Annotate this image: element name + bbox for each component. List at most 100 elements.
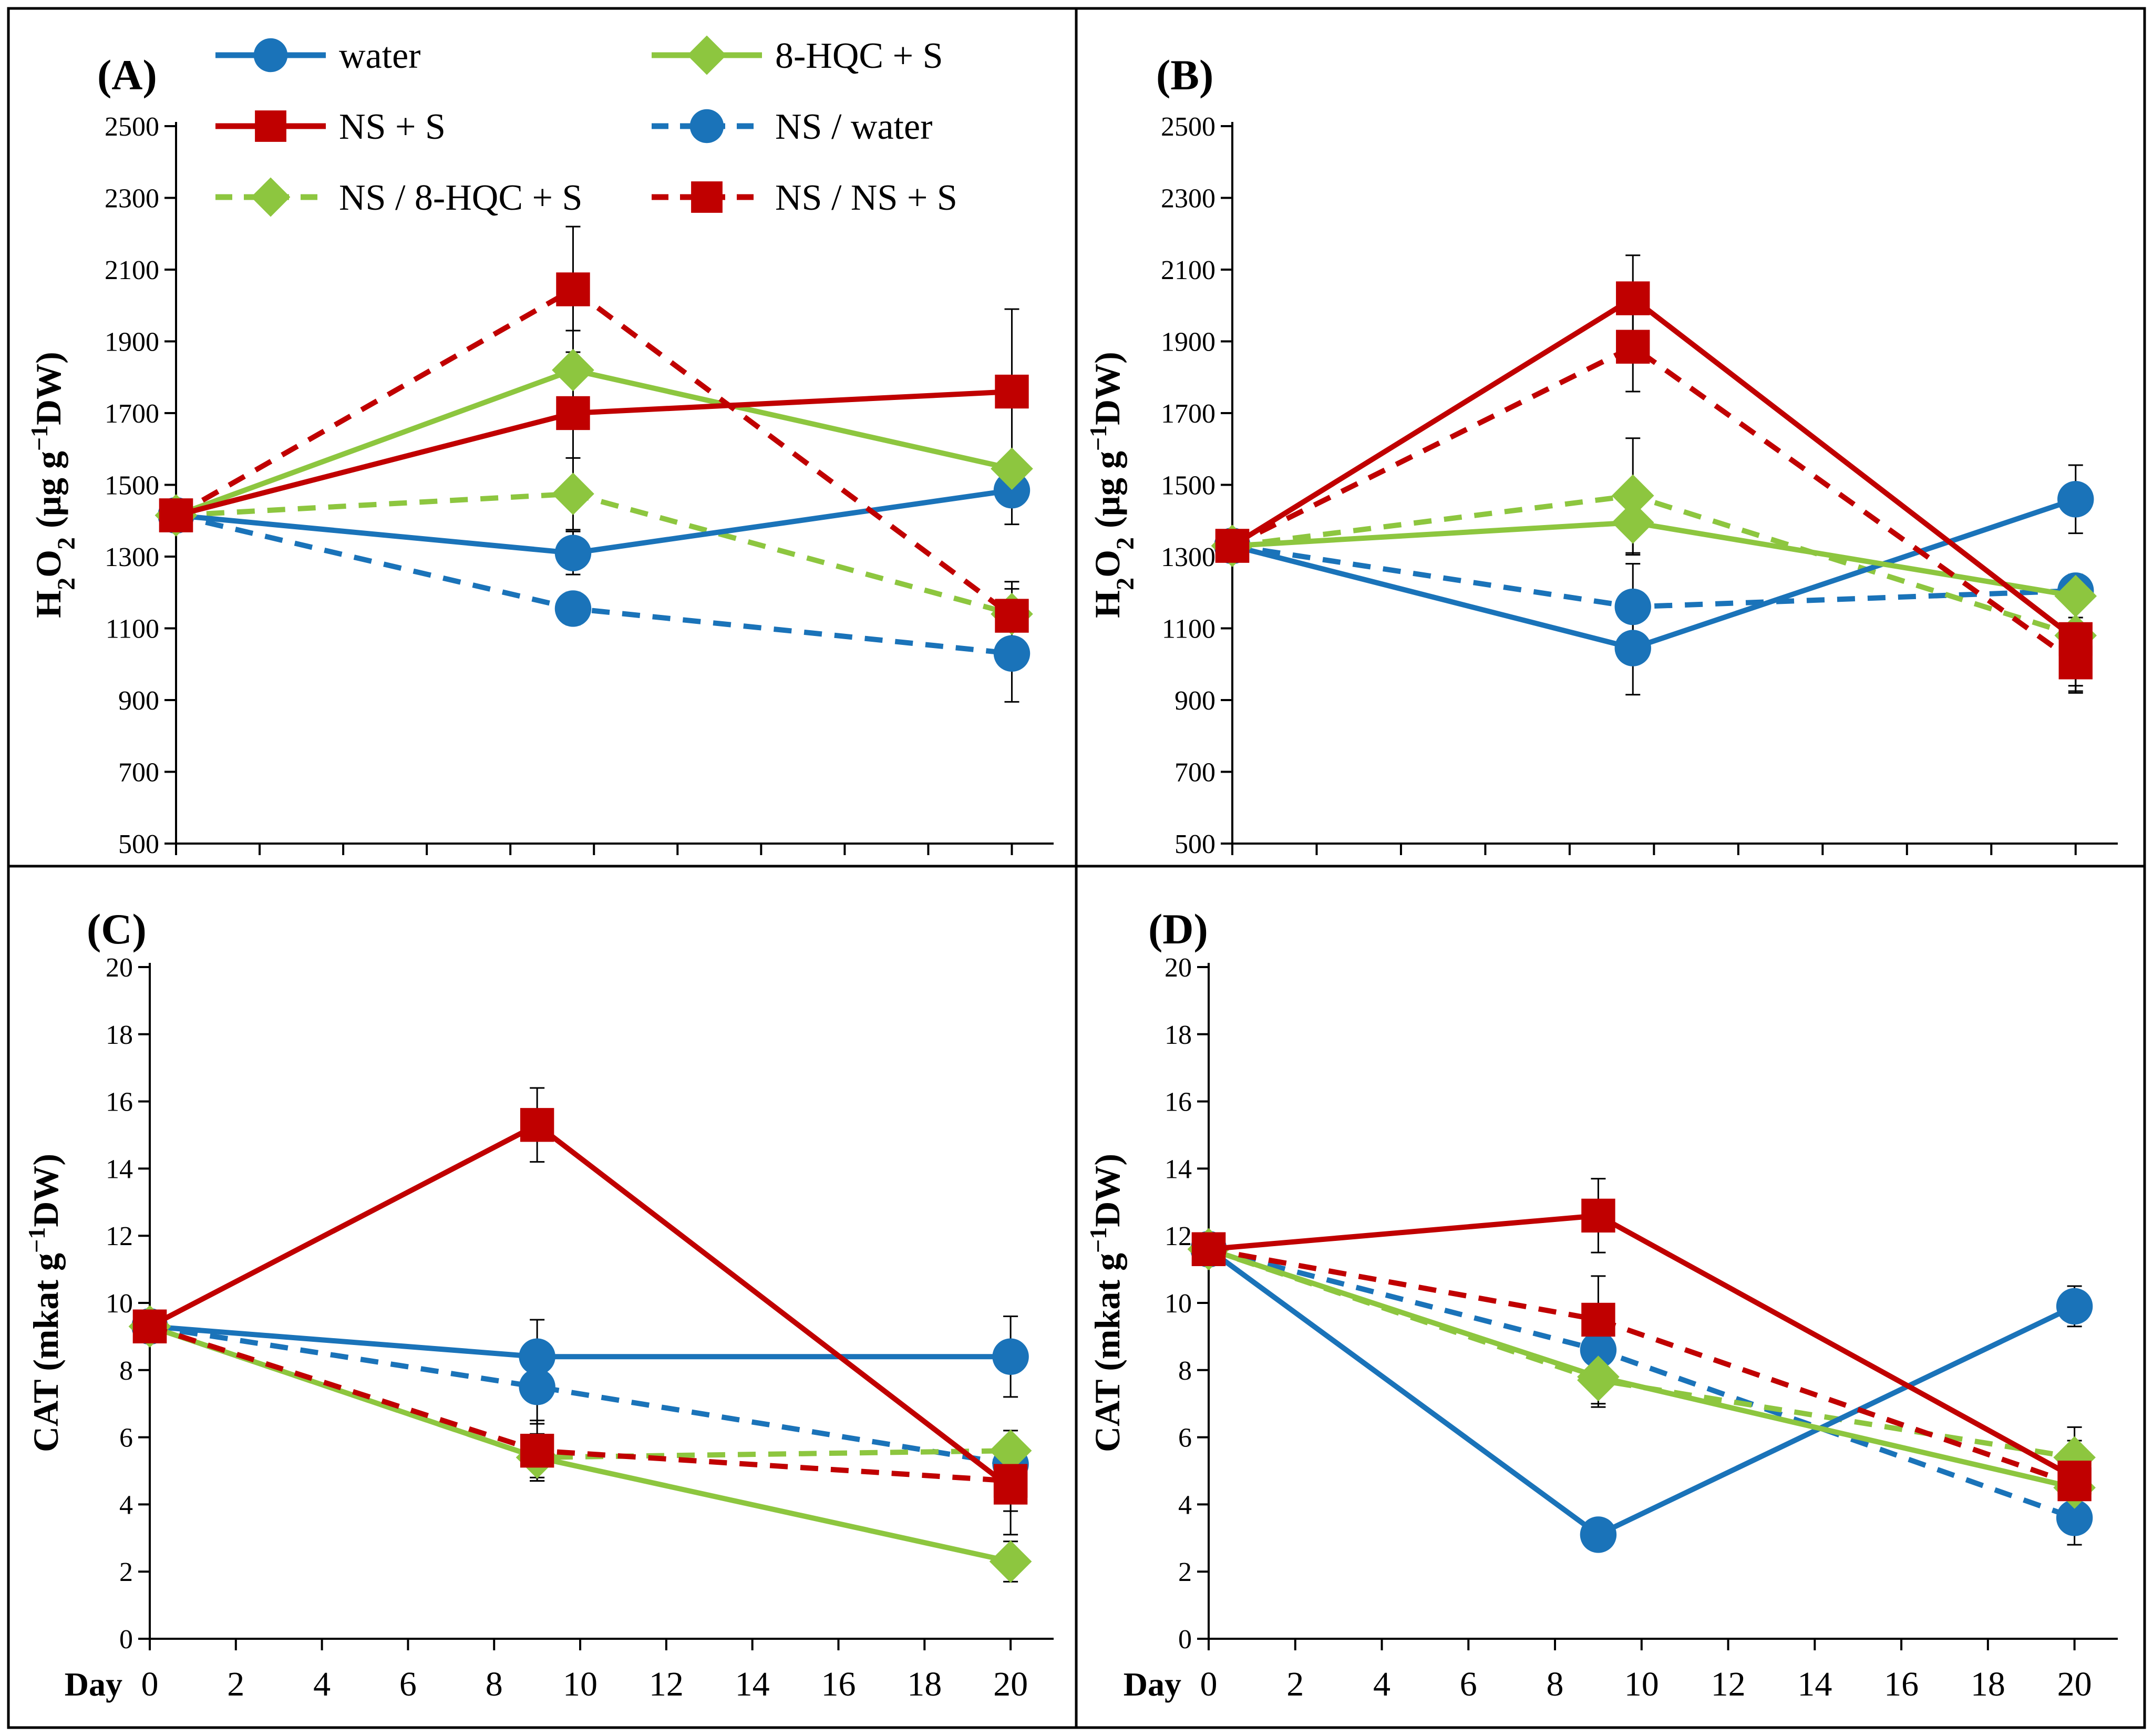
data-point-circle [993,635,1031,672]
data-point-circle [519,1338,555,1375]
x-tick-label: 18 [907,1665,942,1703]
data-point-square [1616,281,1650,315]
y-axis-title: CAT (mkat g−1DW) [1085,1154,1128,1452]
x-axis-title: Day [1124,1666,1181,1703]
y-tick-label: 20 [106,953,133,983]
data-point-square [520,1433,554,1468]
y-tick-label: 10 [106,1289,133,1319]
data-point-circle [554,590,592,627]
y-tick-label: 4 [119,1490,133,1520]
data-point-circle [2056,1288,2093,1325]
y-tick-label: 1100 [1162,614,1215,644]
data-point-diamond [1611,474,1654,517]
panel-a: (A) 500 700 900 1100 1300 1500 1700 1900 2100 2300… [26,51,1054,859]
y-tick-label: 1300 [105,542,159,572]
data-point-square [1191,1232,1226,1266]
y-tick-label: 16 [106,1087,133,1117]
series-ns-s [1215,281,2093,656]
data-point-diamond [552,348,594,392]
y-tick-label: 16 [1165,1087,1192,1117]
legend-item-ns-8-hqc-s: NS / 8-HQC + S [215,177,582,218]
y-axis-title: H2O2 (µg g−1DW) [1085,352,1139,618]
legend-label: NS / water [775,107,932,147]
legend-item-ns-water: NS / water [652,107,932,147]
x-tick-label: 6 [1460,1665,1477,1703]
x-tick-label: 16 [1884,1665,1919,1703]
legend-item-water: water [215,36,420,76]
series-line [149,1323,1011,1467]
series-8-hqc-s [1211,501,2097,618]
x-tick-label: 8 [1547,1665,1564,1703]
legend-marker-diamond [687,35,727,75]
panel-c: (C) 0 2 4 6 8 10 12 14 16 18 20 0 2 4 6 8 10 12 14 16 18 20 Day… [23,905,1054,1703]
x-tick-label: 18 [1971,1665,2005,1703]
data-point-square [995,374,1029,409]
y-tick-label: 4 [1178,1490,1192,1520]
x-tick-label: 4 [313,1665,331,1703]
data-point-diamond [552,472,594,515]
data-point-square [520,1108,554,1142]
y-tick-label: 700 [118,758,159,788]
x-tick-label: 12 [1711,1665,1746,1703]
y-tick-label: 2300 [105,184,159,214]
legend-marker-circle [689,109,724,143]
y-tick-label: 14 [106,1154,133,1184]
legend-marker-square [691,181,723,213]
y-tick-label: 0 [1178,1625,1192,1655]
y-tick-label: 6 [119,1423,133,1453]
y-tick-label: 500 [1175,829,1215,859]
y-tick-label: 2300 [1161,184,1215,214]
legend-label: NS / NS + S [775,178,957,218]
x-tick-label: 0 [1200,1665,1218,1703]
y-tick-label: 18 [106,1020,133,1050]
y-tick-label: 8 [119,1356,133,1386]
series-ns-s [132,1108,1028,1505]
y-axis-title: CAT (mkat g−1DW) [23,1154,66,1452]
panel-label: (A) [97,51,157,99]
data-point-diamond [991,447,1033,490]
data-point-circle [1580,1331,1617,1369]
data-point-circle [2057,481,2094,518]
y-tick-label: 2 [119,1557,133,1587]
data-point-square [1616,330,1650,364]
y-tick-label: 2500 [105,112,159,142]
data-point-diamond [1611,501,1654,544]
panel-label: (B) [1156,51,1213,99]
data-point-circle [1614,630,1651,666]
data-point-square [1581,1302,1615,1337]
data-point-diamond [989,1429,1032,1472]
x-tick-label: 12 [649,1665,684,1703]
legend-label: water [339,36,420,76]
y-tick-label: 1900 [1161,327,1215,357]
y-tick-label: 10 [1165,1289,1192,1319]
legend-label: NS / 8-HQC + S [339,178,582,218]
data-point-circle [554,535,592,571]
data-point-diamond [1577,1355,1620,1398]
x-tick-label: 2 [227,1665,244,1703]
legend-marker-diamond [251,177,291,217]
y-tick-label: 2100 [105,255,159,285]
panel-label: (C) [87,905,147,953]
legend-item-8-hqc-s: 8-HQC + S [652,35,943,76]
data-point-circle [519,1369,555,1405]
data-point-circle [1580,1516,1617,1553]
y-tick-label: 12 [106,1221,133,1251]
y-tick-label: 1500 [105,471,159,501]
data-point-diamond [2054,574,2097,618]
legend-marker-circle [253,38,288,73]
panel-b: (B) 500 700 900 1100 1300 1500 1700 1900 2100 2300… [1085,51,2118,859]
panel-label: (D) [1148,905,1208,953]
x-tick-label: 14 [735,1665,770,1703]
legend-marker-square [255,110,286,142]
x-tick-label: 14 [1797,1665,1832,1703]
x-tick-label: 8 [486,1665,503,1703]
data-point-diamond [2053,1436,2096,1479]
legend-label: NS + S [339,107,446,147]
data-point-diamond [989,1540,1032,1583]
series-line [1231,344,2077,665]
y-tick-label: 8 [1178,1356,1192,1386]
y-tick-label: 1700 [1161,399,1215,429]
data-point-square [556,396,590,430]
panel-d: (D) 0 2 4 6 8 10 12 14 16 18 20 0 2 4 6 8 10 12 14 16 18 20 Day… [1085,905,2118,1703]
